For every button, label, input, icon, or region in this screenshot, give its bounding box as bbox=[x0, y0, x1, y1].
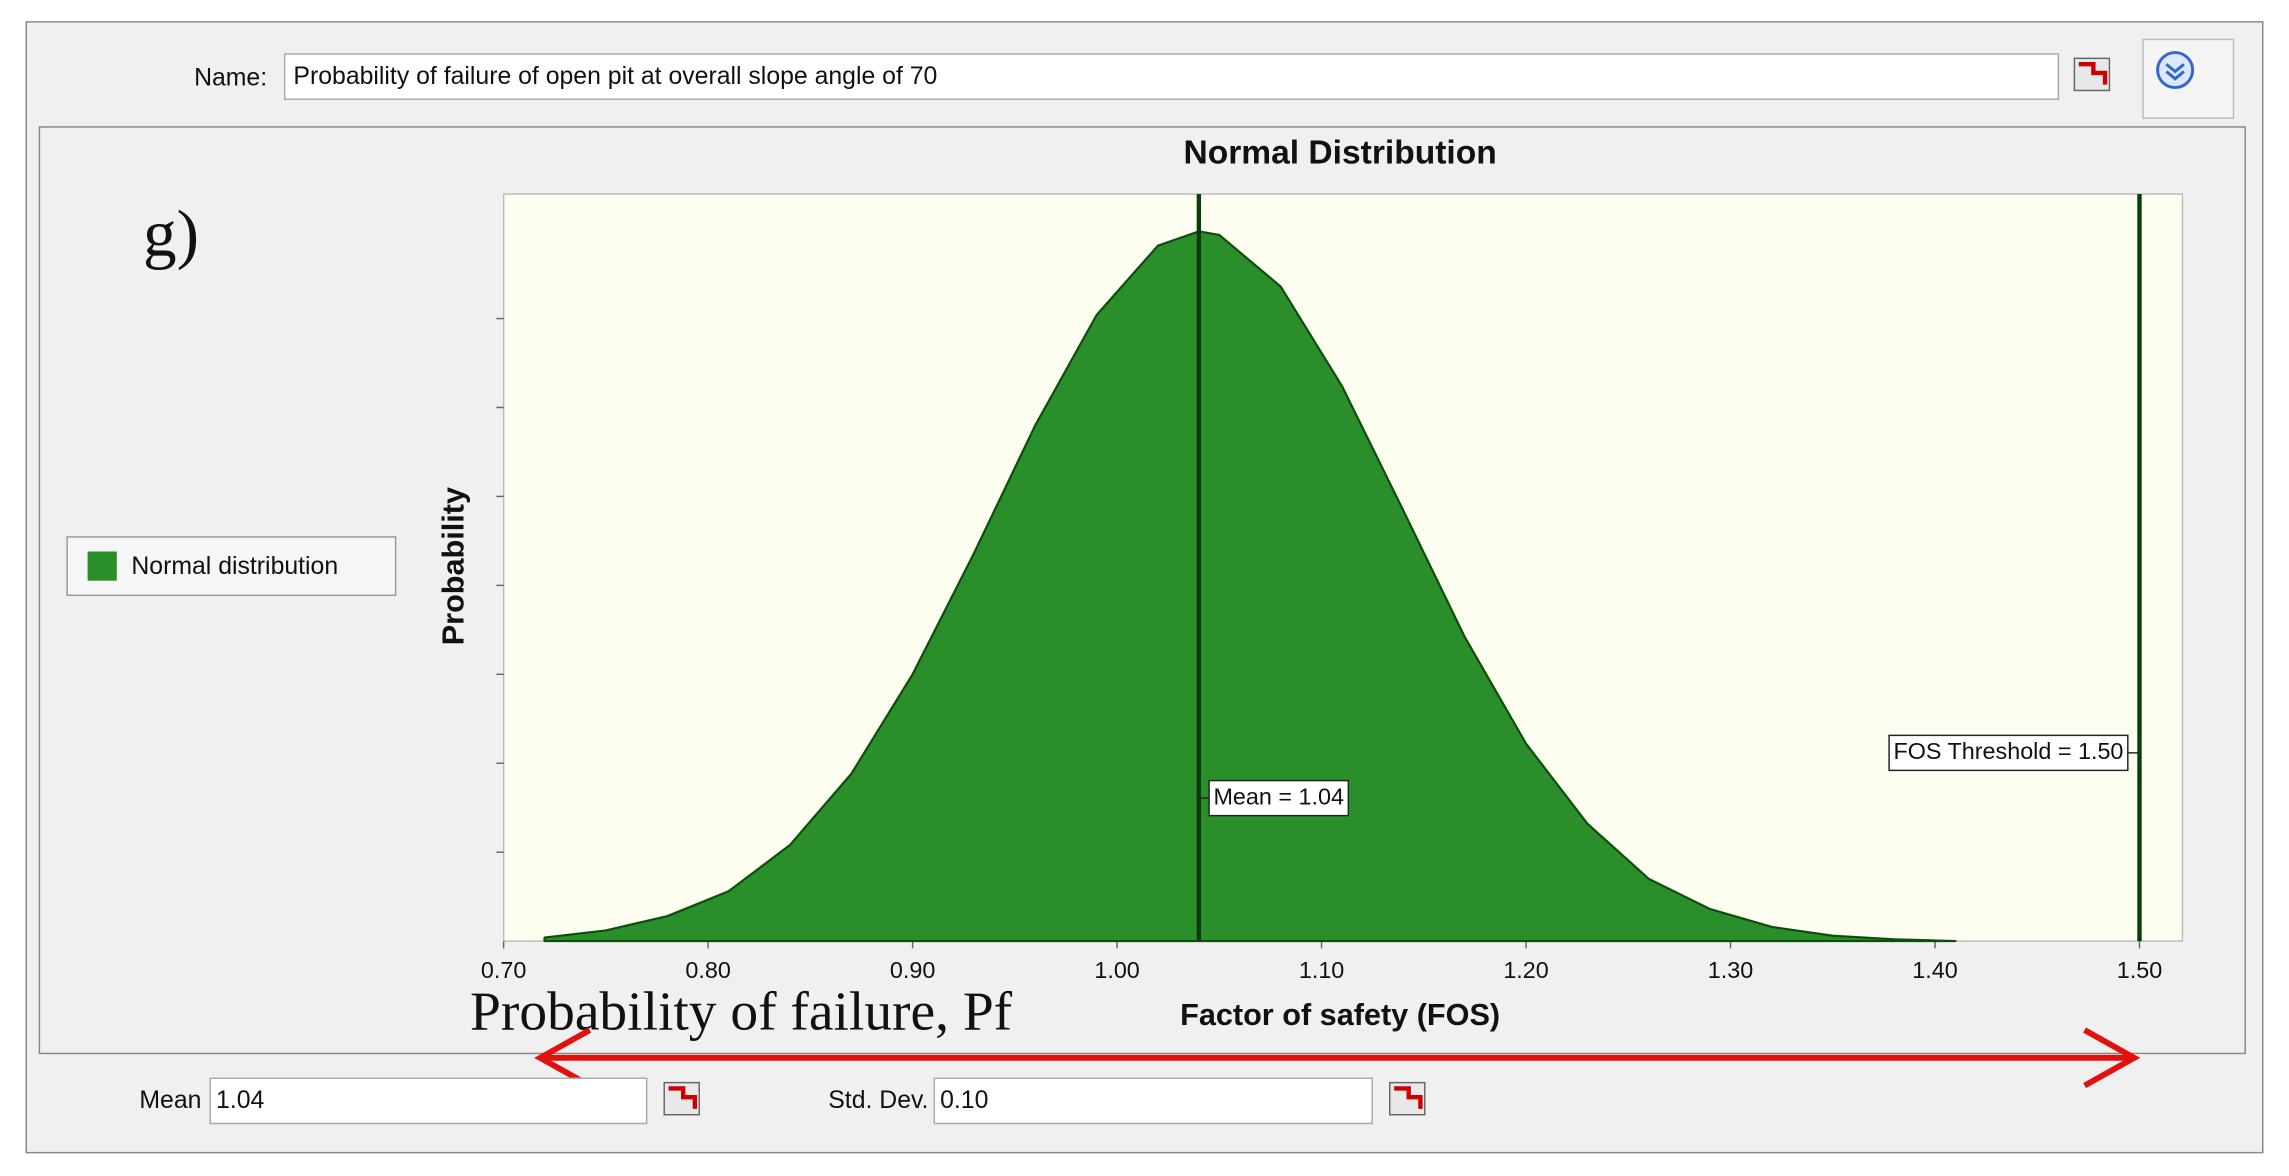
y-axis-label: Probability bbox=[437, 487, 471, 645]
std-input[interactable] bbox=[933, 1077, 1373, 1125]
std-icon[interactable] bbox=[1389, 1081, 1426, 1116]
x-tick-label: 1.30 bbox=[1708, 957, 1753, 983]
name-value: Probability of failure of open pit at ov… bbox=[293, 63, 937, 90]
legend bbox=[66, 536, 397, 597]
mean-value: 1.04 bbox=[216, 1087, 264, 1114]
name-label: Name: bbox=[194, 64, 267, 91]
annotation-label: FOS Threshold = 1.50 bbox=[1893, 738, 2123, 764]
std-label: Std. Dev. bbox=[828, 1087, 928, 1114]
name-icon[interactable] bbox=[2073, 57, 2111, 92]
mean-icon[interactable] bbox=[663, 1081, 700, 1116]
x-tick-label: 0.80 bbox=[685, 957, 730, 983]
legend-label: Normal distribution bbox=[131, 553, 338, 580]
expand-chevron bbox=[2165, 63, 2185, 81]
x-tick-label: 1.50 bbox=[2117, 957, 2162, 983]
name-input[interactable] bbox=[283, 53, 2060, 100]
legend-swatch bbox=[87, 551, 117, 581]
distribution-area bbox=[543, 230, 1957, 943]
x-tick-label: 1.40 bbox=[1912, 957, 1957, 983]
x-tick-label: 1.10 bbox=[1299, 957, 1344, 983]
x-tick-label: 1.20 bbox=[1503, 957, 1548, 983]
mean-label: Mean bbox=[139, 1087, 201, 1114]
chart-title: Normal Distribution bbox=[1184, 135, 1497, 172]
x-axis-label: Factor of safety (FOS) bbox=[1180, 998, 1500, 1032]
annotation-box bbox=[1888, 734, 2129, 772]
std-value: 0.10 bbox=[940, 1087, 988, 1114]
figure-label: g) bbox=[143, 196, 199, 271]
x-tick-label: 0.70 bbox=[481, 957, 526, 983]
mean-input[interactable] bbox=[209, 1077, 648, 1125]
annotation-label: Mean = 1.04 bbox=[1213, 783, 1343, 809]
caption: Probability of failure, Pf bbox=[470, 981, 1013, 1042]
x-tick-label: 0.90 bbox=[890, 957, 935, 983]
red-arrow bbox=[534, 1027, 2141, 1089]
x-tick-label: 1.00 bbox=[1094, 957, 1139, 983]
